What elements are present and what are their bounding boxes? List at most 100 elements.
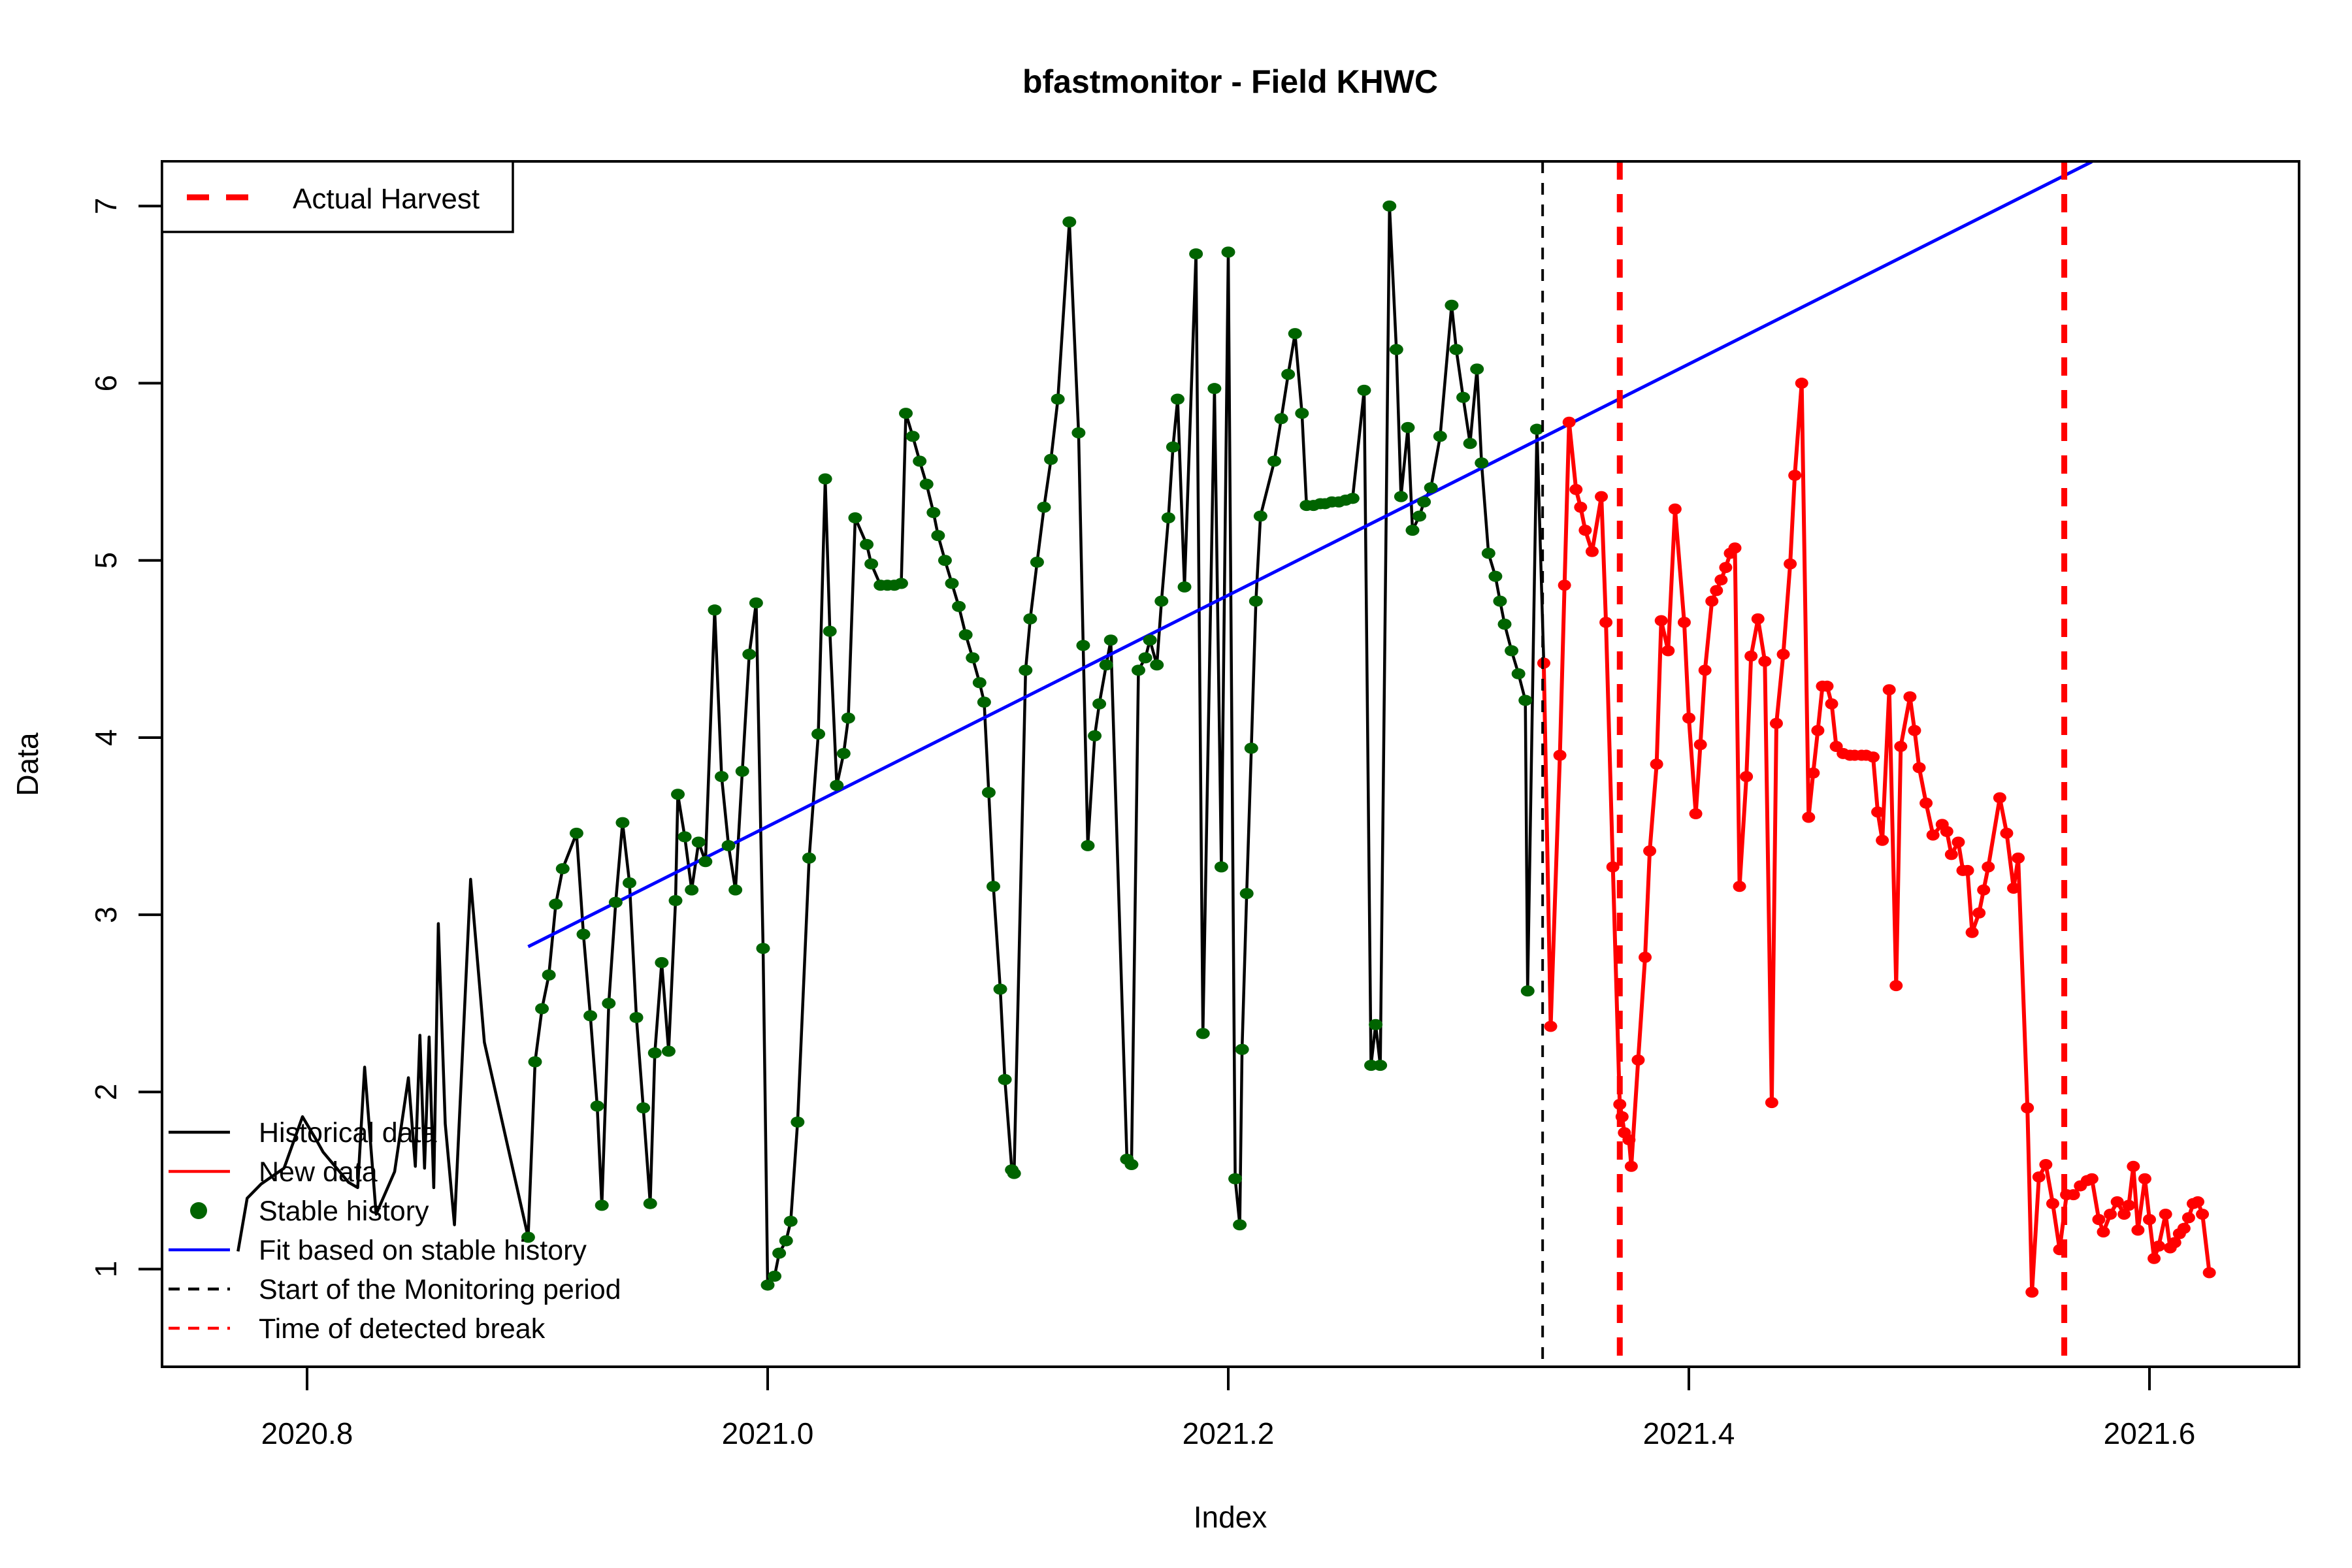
stable-history-point	[1161, 512, 1175, 524]
stable-history-point	[1062, 216, 1077, 228]
new-data-point	[1993, 792, 2006, 804]
stable-history-point	[749, 597, 763, 609]
new-data-point	[2039, 1159, 2053, 1171]
new-data-point	[2066, 1189, 2080, 1201]
stable-history-point	[1488, 570, 1503, 582]
stable-history-point	[1405, 525, 1420, 536]
stable-history-point	[1274, 413, 1288, 425]
bottom-legend-label: Time of detected break	[259, 1313, 546, 1345]
stable-history-point	[1520, 985, 1535, 997]
stable-history-point	[569, 827, 583, 839]
new-data-point	[1871, 806, 1885, 818]
new-data-point	[1544, 1021, 1558, 1032]
stable-history-point	[608, 896, 623, 908]
new-data-point	[2148, 1252, 2161, 1264]
stable-history-point	[823, 625, 837, 637]
stable-history-point	[1497, 618, 1512, 630]
stable-history-point	[708, 604, 722, 616]
x-tick-label: 2021.6	[2104, 1416, 2196, 1450]
stable-history-point	[1253, 510, 1267, 522]
new-data-point	[1882, 684, 1896, 696]
top-legend-box	[161, 160, 514, 233]
new-data-point	[1733, 881, 1746, 892]
stable-history-point	[691, 836, 706, 848]
stable-history-point	[830, 779, 844, 791]
new-data-point	[1972, 907, 1986, 919]
stable-history-point	[1150, 659, 1164, 671]
stable-history-point	[1071, 427, 1086, 438]
axes-layer: 2020.8 2021.0 2021.2 2021.4 2021.6 1 2 3 4 5 6 7	[89, 198, 2195, 1450]
stable-history-point	[623, 877, 636, 889]
stable-history-point	[636, 1102, 651, 1114]
stable-history-point	[1389, 344, 1403, 355]
stable-history-point	[802, 852, 816, 864]
stable-history-point	[768, 1270, 782, 1282]
stable-history-point	[1369, 1019, 1383, 1030]
new-data-point	[1558, 580, 1571, 591]
stable-history-point	[595, 1200, 609, 1211]
stable-history-point	[1267, 455, 1281, 467]
new-data-point	[1639, 951, 1652, 963]
stable-history-point	[1357, 384, 1371, 396]
stable-history-point	[938, 555, 952, 566]
stable-history-point	[986, 881, 1000, 892]
stable-history-point	[555, 863, 570, 875]
new-data-point	[2177, 1222, 2191, 1234]
stable-history-swatch-icon	[190, 1202, 207, 1219]
stable-history-point	[906, 431, 920, 442]
x-tick-label: 2020.8	[261, 1416, 353, 1450]
new-data-point	[2007, 882, 2021, 894]
stable-history-point	[966, 652, 980, 664]
stable-history-point	[1103, 634, 1118, 646]
stable-history-point	[1166, 441, 1180, 453]
new-data-point	[1876, 834, 1889, 846]
stable-history-point	[1221, 246, 1235, 258]
new-data-point	[1867, 751, 1880, 763]
new-data-point	[1698, 664, 1712, 676]
stable-history-point	[602, 998, 616, 1009]
stable-history-point	[926, 507, 941, 519]
new-data-point	[1784, 558, 1797, 570]
stable-history-point	[1424, 482, 1438, 494]
stable-history-point	[1132, 664, 1146, 676]
new-data-point	[2122, 1200, 2136, 1211]
stable-history-point	[931, 530, 945, 542]
new-data-point	[1728, 542, 1742, 554]
stable-history-point	[1177, 581, 1192, 593]
stable-history-point	[629, 1011, 644, 1023]
stable-history-point	[1189, 248, 1203, 260]
stable-history-point	[756, 943, 770, 955]
new-data-point	[2159, 1208, 2172, 1220]
new-data-point	[1765, 1097, 1778, 1109]
stable-history-point	[1228, 1173, 1243, 1184]
stable-history-point	[655, 956, 669, 968]
new-data-point	[1802, 811, 1816, 823]
stable-history-point	[1470, 363, 1484, 375]
stable-history-point	[981, 787, 996, 798]
stable-history-point	[1475, 457, 1489, 469]
bottom-legend-label: Stable history	[259, 1196, 429, 1227]
stable-history-point	[1445, 299, 1459, 311]
stable-history-point	[977, 696, 991, 708]
stable-history-point	[1456, 391, 1471, 403]
new-data-point	[2202, 1267, 2216, 1279]
stable-history-point	[1505, 645, 1519, 657]
new-data-point	[2191, 1196, 2205, 1207]
stable-history-point	[818, 473, 832, 485]
new-data-point	[2021, 1102, 2034, 1114]
stable-history-point	[1518, 694, 1533, 706]
stable-history-point	[1249, 595, 1263, 607]
legend-layer: Actual Harvest Historical data New data Sta…	[161, 160, 621, 1345]
new-data-point	[1965, 926, 1979, 938]
new-data-point	[2092, 1214, 2106, 1226]
new-data-point	[1689, 808, 1703, 820]
stable-history-point	[528, 1056, 542, 1068]
new-data-point	[1977, 884, 1991, 896]
new-data-point	[1795, 378, 1808, 389]
new-data-point	[1569, 483, 1583, 495]
stable-history-point	[1413, 510, 1427, 522]
new-data-point	[2025, 1286, 2039, 1298]
y-tick-label: 5	[89, 552, 123, 569]
bottom-legend-label: Fit based on stable history	[259, 1235, 587, 1266]
new-data-point	[1585, 546, 1599, 557]
